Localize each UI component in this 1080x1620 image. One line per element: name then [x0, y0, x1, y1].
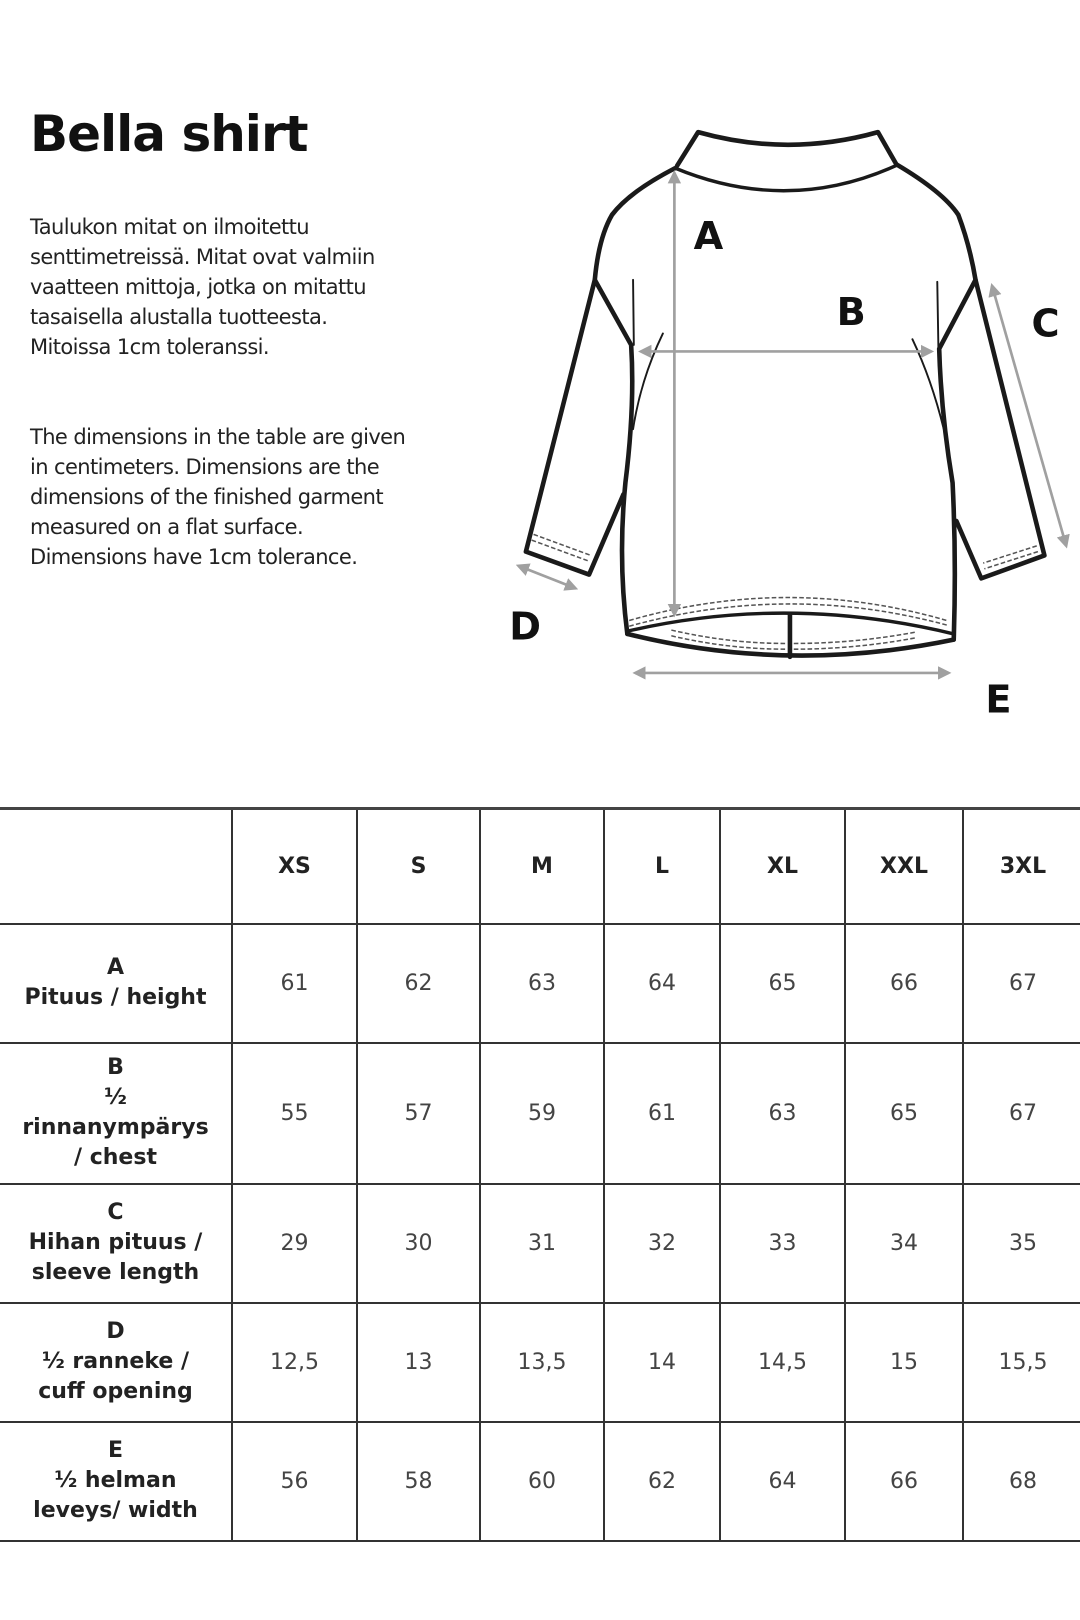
table-cell: 56 [231, 1420, 358, 1542]
table-cell: 65 [719, 922, 846, 1044]
table-cell: 14,5 [719, 1301, 846, 1423]
table-cell: 35 [962, 1182, 1080, 1304]
row-label-line: C [107, 1200, 124, 1225]
table-cell: 62 [356, 922, 481, 1044]
row-label-line: A [106, 955, 125, 980]
table-cell: 66 [844, 922, 964, 1044]
table-cell: 67 [962, 1041, 1080, 1185]
label-e: E [985, 677, 1011, 720]
table-corner-cell [0, 807, 233, 925]
row-label-line: D [106, 1319, 125, 1344]
label-d: D [509, 605, 541, 650]
stitching-lines [531, 533, 1039, 650]
description-line: dimensions of the finished garment [30, 485, 384, 509]
description-line: The dimensions in the table are given [30, 425, 406, 449]
description-line: vaatteen mittoja, jotka on mitattu [30, 275, 367, 299]
size-table: XS S M L XL XXL 3XL A Pituus / height 61 62 63 64 65 6… [0, 807, 1080, 1542]
table-cell: 61 [231, 922, 358, 1044]
table-row: C Hihan pituus / sleeve length 29 30 31 32 33 34… [0, 1182, 1080, 1304]
table-cell: 61 [603, 1041, 721, 1185]
row-label-line: ½ helman [54, 1468, 177, 1493]
size-header: S [356, 807, 481, 925]
table-row: B ½ rinnanympärys / chest 55 57 59 61 63 65 67 [0, 1041, 1080, 1185]
table-cell: 64 [603, 922, 721, 1044]
row-label: C Hihan pituus / sleeve length [0, 1182, 233, 1304]
description-finnish: Taulukon mitat on ilmoitettu senttimetre… [30, 212, 375, 362]
table-cell: 12,5 [231, 1301, 358, 1423]
row-label-line: Hihan pituus / [28, 1230, 203, 1255]
page-title: Bella shirt [30, 105, 309, 163]
table-cell: 59 [479, 1041, 605, 1185]
table-row: A Pituus / height 61 62 63 64 65 66 67 [0, 922, 1080, 1044]
table-row: E ½ helman leveys/ width 56 58 60 62 64 66 68 [0, 1420, 1080, 1542]
description-line: Taulukon mitat on ilmoitettu [30, 215, 310, 239]
row-label: E ½ helman leveys/ width [0, 1420, 233, 1542]
table-cell: 58 [356, 1420, 481, 1542]
description-line: Dimensions have 1cm tolerance. [30, 545, 358, 569]
table-cell: 62 [603, 1420, 721, 1542]
row-label-line: rinnanympärys [22, 1115, 209, 1140]
description-line: measured on a flat surface. [30, 515, 304, 539]
row-label-line: leveys/ width [33, 1498, 198, 1523]
arrow-c-sleeve [988, 283, 1070, 549]
description-line: tasaisella alustalla tuotteesta. [30, 305, 328, 329]
table-cell: 63 [479, 922, 605, 1044]
table-cell: 63 [719, 1041, 846, 1185]
row-label: D ½ ranneke / cuff opening [0, 1301, 233, 1423]
row-label-line: sleeve length [31, 1260, 200, 1285]
row-label-line: / chest [74, 1145, 157, 1170]
table-cell: 14 [603, 1301, 721, 1423]
table-cell: 29 [231, 1182, 358, 1304]
description-line: senttimetreissä. Mitat ovat valmiin [30, 245, 375, 269]
table-cell: 32 [603, 1182, 721, 1304]
shirt-measurement-diagram: A B C D E [509, 129, 1070, 720]
row-label-line: B [107, 1055, 124, 1080]
row-label-line: cuff opening [38, 1379, 193, 1404]
table-cell: 65 [844, 1041, 964, 1185]
table-cell: 55 [231, 1041, 358, 1185]
table-cell: 57 [356, 1041, 481, 1185]
table-header-row: XS S M L XL XXL 3XL [0, 807, 1080, 925]
table-row: D ½ ranneke / cuff opening 12,5 13 13,5 14 14,5… [0, 1301, 1080, 1423]
description-line: in centimeters. Dimensions are the [30, 455, 380, 479]
size-header: 3XL [962, 807, 1080, 925]
table-cell: 66 [844, 1420, 964, 1542]
table-cell: 33 [719, 1182, 846, 1304]
size-header: L [603, 807, 721, 925]
table-cell: 31 [479, 1182, 605, 1304]
shirt-outline [523, 129, 1047, 660]
row-label-line: E [107, 1438, 124, 1463]
row-label-line: ½ [104, 1085, 127, 1110]
table-cell: 68 [962, 1420, 1080, 1542]
size-header: XL [719, 807, 846, 925]
description-line: Mitoissa 1cm toleranssi. [30, 335, 270, 359]
size-header: M [479, 807, 605, 925]
table-cell: 30 [356, 1182, 481, 1304]
table-cell: 60 [479, 1420, 605, 1542]
measurement-arrows [515, 170, 1070, 680]
table-cell: 64 [719, 1420, 846, 1542]
description-english: The dimensions in the table are given in… [30, 422, 406, 572]
table-cell: 15,5 [962, 1301, 1080, 1423]
size-header: XXL [844, 807, 964, 925]
table-cell: 15 [844, 1301, 964, 1423]
table-cell: 13 [356, 1301, 481, 1423]
table-cell: 34 [844, 1182, 964, 1304]
row-label-line: Pituus / height [24, 985, 207, 1010]
label-a: A [694, 214, 724, 259]
row-label: B ½ rinnanympärys / chest [0, 1041, 233, 1185]
size-header: XS [231, 807, 358, 925]
table-cell: 67 [962, 922, 1080, 1044]
arrow-d-cuff [515, 563, 579, 591]
row-label-line: ½ ranneke / [41, 1349, 190, 1374]
row-label: A Pituus / height [0, 922, 233, 1044]
label-b: B [837, 290, 866, 335]
table-cell: 13,5 [479, 1301, 605, 1423]
label-c: C [1032, 302, 1060, 347]
